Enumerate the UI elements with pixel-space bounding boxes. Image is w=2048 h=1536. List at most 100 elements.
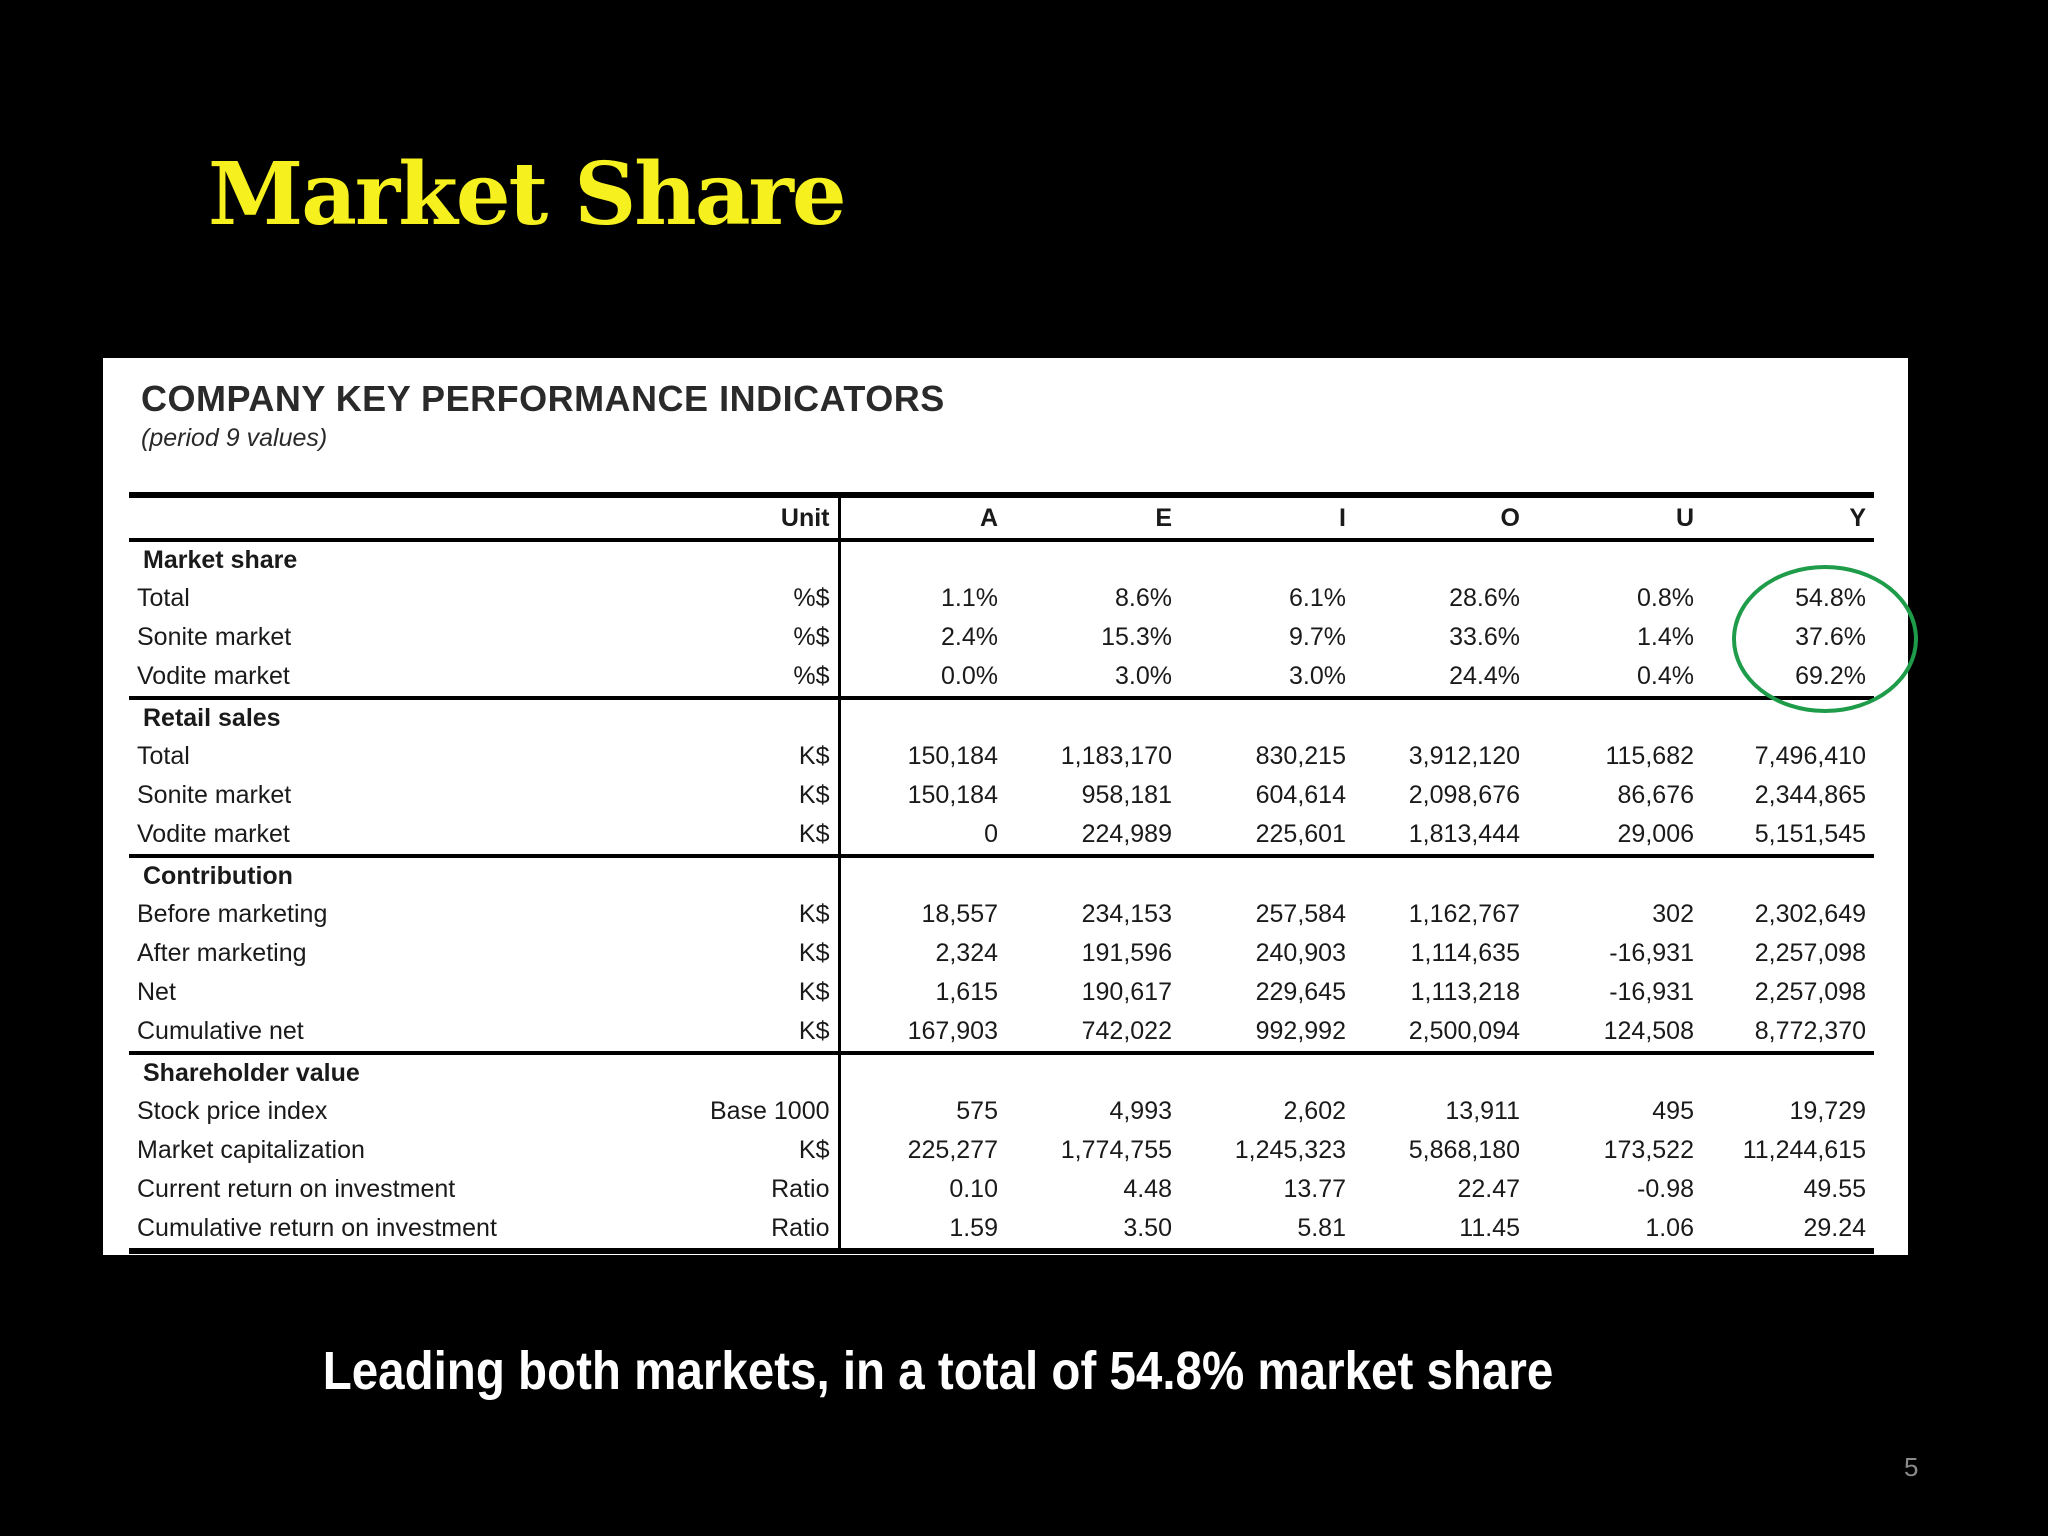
row-label: Current return on investment [137,1175,456,1203]
row-label: Net [137,978,176,1006]
value-cell-e: 8.6% [1115,584,1172,612]
table-row: Total K$ 150,184 1,183,170 830,215 3,912,120 1… [129,737,1874,776]
value-cell-a: 150,184 [907,742,998,770]
row-unit: K$ [666,815,841,858]
table-row: Before marketing K$ 18,557 234,153 257,584 1,… [129,895,1874,934]
value-cell-a: 0 [839,815,1006,858]
value-cell-u: 302 [1652,900,1694,928]
value-cell-i: 240,903 [1255,939,1346,967]
row-label: Cumulative return on investment [129,1209,666,1254]
row-unit: %$ [666,618,841,657]
value-cell-o: 1,813,444 [1354,815,1528,858]
value-cell-e: 3.0% [1006,657,1180,700]
panel-subtitle: (period 9 values) [141,424,328,452]
table-row: Total %$ 1.1% 8.6% 6.1% 28.6% 0.8% 54.8% [129,579,1874,618]
row-unit: Ratio [666,1209,841,1254]
value-cell-i: 2,602 [1283,1097,1346,1125]
value-cell-e: 224,989 [1006,815,1180,858]
value-cell-o: 2,500,094 [1354,1012,1528,1055]
value-cell-e: 1,183,170 [1060,742,1172,770]
section-blank-cell [839,856,1006,895]
value-cell-i: 6.1% [1289,584,1346,612]
value-cell-u: 495 [1652,1097,1694,1125]
value-cell-a: 2,324 [935,939,998,967]
value-cell-a: 575 [956,1097,998,1125]
value-cell-y: 11,244,615 [1742,1136,1866,1164]
table-header-row: Unit A E I O U Y [129,492,1874,542]
section-unit-blank [666,540,841,579]
section-blank-cell [839,698,1006,737]
table-row: Cumulative return on investment Ratio 1.59… [129,1209,1874,1254]
value-cell-y: 2,302,649 [1754,900,1866,928]
slide-title: Market Share [208,144,847,245]
value-cell-o: 33.6% [1449,623,1520,651]
value-cell-i: 830,215 [1255,742,1346,770]
table-row: Sonite market K$ 150,184 958,181 604,614 2,09… [129,776,1874,815]
section-blank-cell [1180,856,1354,895]
value-cell-u: 86,676 [1617,781,1694,809]
value-cell-a: 1.59 [839,1209,1006,1254]
value-cell-y: 5,151,545 [1702,815,1874,858]
table-row: After marketing K$ 2,324 191,596 240,903 1,11… [129,934,1874,973]
row-label: Total [137,742,190,770]
row-label: Vodite market [129,815,666,858]
table-body: Market share Total %$ 1.1% 8.6% 6.1% 28.6% 0.8%… [129,540,1874,1254]
section-blank-cell [1180,1053,1354,1092]
header-unit: Unit [666,492,841,542]
value-cell-a: 2.4% [941,623,998,651]
row-unit: K$ [666,895,841,934]
value-cell-o: 1,113,218 [1410,978,1520,1006]
value-cell-o: 28.6% [1449,584,1520,612]
value-cell-o: 2,098,676 [1408,781,1520,809]
value-cell-o: 11.45 [1354,1209,1528,1254]
header-company-1: E [1006,492,1180,542]
section-blank-cell [1702,856,1874,895]
value-cell-o: 3,912,120 [1408,742,1520,770]
header-company-2: I [1180,492,1354,542]
section-blank-cell [1528,540,1702,579]
kpi-table: Unit A E I O U Y Market share Total %$ 1.1% 8.6% 6.… [129,492,1874,1254]
section-name: Retail sales [143,704,281,732]
value-cell-i: 3.0% [1180,657,1354,700]
row-unit: K$ [666,776,841,815]
section-blank-cell [1354,698,1528,737]
row-unit: K$ [666,1131,841,1170]
kpi-table-image: COMPANY KEY PERFORMANCE INDICATORS (peri… [103,358,1908,1255]
value-cell-y: 7,496,410 [1754,742,1866,770]
header-company-4: U [1528,492,1702,542]
table-row: Cumulative net K$ 167,903 742,022 992,992 2,5… [129,1012,1874,1055]
section-blank-cell [839,540,1006,579]
value-cell-u: 0.4% [1528,657,1702,700]
value-cell-i: 1,245,323 [1234,1136,1346,1164]
table-row: Vodite market K$ 0 224,989 225,601 1,813,444 2… [129,815,1874,858]
section-unit-blank [666,698,841,737]
row-label: Sonite market [137,781,292,809]
value-cell-y: 2,344,865 [1754,781,1866,809]
section-blank-cell [1528,698,1702,737]
value-cell-y: 49.55 [1803,1175,1866,1203]
value-cell-u: -16,931 [1609,939,1694,967]
section-blank-cell [1354,540,1528,579]
section-blank-cell [1354,1053,1528,1092]
section-blank-cell [1354,856,1528,895]
value-cell-u: 173,522 [1603,1136,1694,1164]
value-cell-e: 191,596 [1081,939,1172,967]
header-blank [129,492,666,542]
value-cell-e: 742,022 [1006,1012,1180,1055]
value-cell-i: 229,645 [1255,978,1346,1006]
value-cell-a: 1,615 [935,978,998,1006]
row-label: Stock price index [137,1097,328,1125]
section-blank-cell [1006,540,1180,579]
row-label: Market capitalization [137,1136,365,1164]
section-blank-cell [1006,698,1180,737]
row-label: Total [137,584,190,612]
value-cell-i: 5.81 [1180,1209,1354,1254]
value-cell-u: 0.8% [1637,584,1694,612]
row-unit: Base 1000 [666,1092,841,1131]
table-row: Vodite market %$ 0.0% 3.0% 3.0% 24.4% 0.4% 69.2… [129,657,1874,700]
value-cell-e: 234,153 [1081,900,1172,928]
value-cell-o: 5,868,180 [1408,1136,1520,1164]
row-label: Sonite market [137,623,292,651]
value-cell-u: 1.4% [1637,623,1694,651]
section-name: Contribution [143,862,293,890]
